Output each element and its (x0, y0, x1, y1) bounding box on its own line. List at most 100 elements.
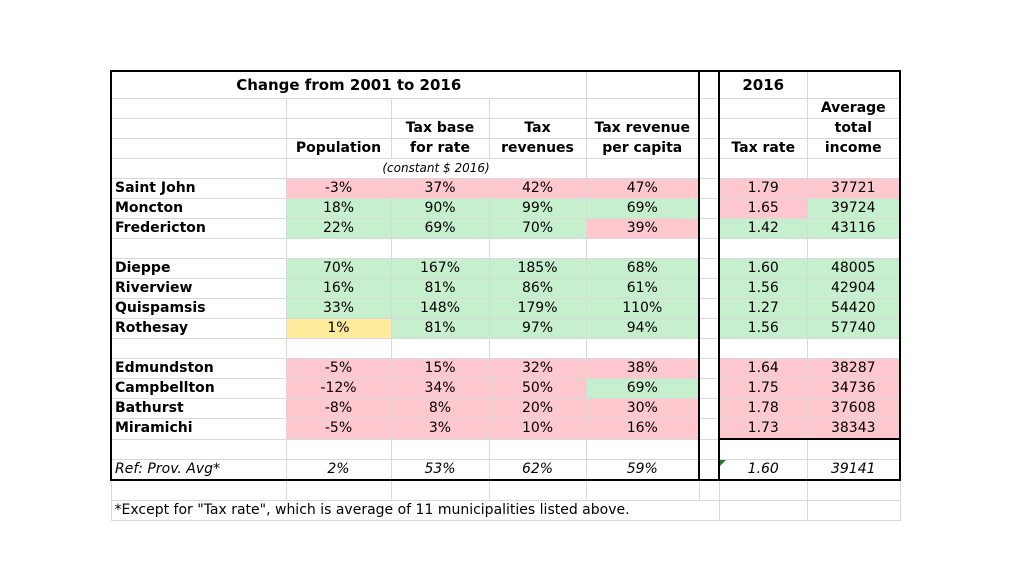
population-cell[interactable]: 70% (285, 258, 392, 279)
taxrev-cell[interactable]: 50% (488, 378, 587, 399)
taxbase-cell[interactable]: 3% (390, 418, 490, 440)
gap-cell[interactable] (698, 278, 720, 299)
percap-cell[interactable]: 30% (585, 398, 700, 419)
empty-cell[interactable] (718, 479, 808, 501)
empty-cell[interactable] (698, 479, 720, 501)
percap-cell[interactable]: 39% (585, 218, 700, 239)
income-cell[interactable]: 57740 (806, 318, 901, 339)
empty-cell[interactable] (390, 479, 490, 501)
col-percap-line1[interactable]: Tax revenue (585, 118, 700, 139)
row-name[interactable]: Saint John (110, 178, 287, 199)
empty-cell[interactable] (110, 479, 287, 501)
gap-cell[interactable] (698, 178, 720, 199)
gap-cell[interactable] (698, 378, 720, 399)
gap-cell[interactable] (698, 98, 720, 119)
taxrate-cell[interactable]: 1.75 (718, 378, 808, 399)
empty-cell[interactable] (806, 158, 901, 179)
col-population[interactable]: Population (285, 138, 392, 159)
gap-cell[interactable] (698, 118, 720, 139)
taxbase-cell[interactable]: 167% (390, 258, 490, 279)
empty-cell[interactable] (585, 438, 700, 460)
empty-cell[interactable] (285, 438, 392, 460)
empty-cell[interactable] (488, 338, 587, 359)
taxbase-cell[interactable]: 69% (390, 218, 490, 239)
ref-taxbase-cell[interactable]: 53% (390, 459, 490, 481)
empty-cell[interactable] (285, 118, 392, 139)
col-taxbase-line1[interactable]: Tax base (390, 118, 490, 139)
col-taxrev-line1[interactable]: Tax (488, 118, 587, 139)
taxbase-cell[interactable]: 34% (390, 378, 490, 399)
empty-cell[interactable] (390, 338, 490, 359)
empty-cell[interactable] (585, 70, 700, 99)
empty-cell[interactable] (718, 238, 808, 259)
taxrate-cell[interactable]: 1.56 (718, 318, 808, 339)
income-cell[interactable]: 38343 (806, 418, 901, 440)
gap-cell[interactable] (698, 418, 720, 440)
col-percap-line2[interactable]: per capita (585, 138, 700, 159)
empty-cell[interactable] (285, 98, 392, 119)
taxrate-cell[interactable]: 1.78 (718, 398, 808, 419)
population-cell[interactable]: 16% (285, 278, 392, 299)
percap-cell[interactable]: 69% (585, 378, 700, 399)
empty-cell[interactable] (390, 438, 490, 460)
income-cell[interactable]: 37721 (806, 178, 901, 199)
empty-cell[interactable] (488, 98, 587, 119)
taxrate-cell[interactable]: 1.56 (718, 278, 808, 299)
footnote[interactable]: *Except for "Tax rate", which is average… (110, 500, 720, 521)
empty-cell[interactable] (806, 438, 901, 460)
empty-cell[interactable] (110, 138, 287, 159)
gap-cell[interactable] (698, 318, 720, 339)
percap-cell[interactable]: 68% (585, 258, 700, 279)
population-cell[interactable]: -12% (285, 378, 392, 399)
empty-cell[interactable] (110, 158, 287, 179)
empty-cell[interactable] (110, 438, 287, 460)
taxrev-cell[interactable]: 70% (488, 218, 587, 239)
empty-cell[interactable] (110, 238, 287, 259)
gap-cell[interactable] (698, 138, 720, 159)
empty-cell[interactable] (806, 238, 901, 259)
income-cell[interactable]: 38287 (806, 358, 901, 379)
empty-cell[interactable] (585, 338, 700, 359)
taxbase-cell[interactable]: 37% (390, 178, 490, 199)
gap-cell[interactable] (698, 198, 720, 219)
row-name[interactable]: Riverview (110, 278, 287, 299)
gap-cell[interactable] (698, 158, 720, 179)
empty-cell[interactable] (806, 70, 901, 99)
gap-cell[interactable] (698, 70, 720, 99)
percap-cell[interactable]: 110% (585, 298, 700, 319)
taxrate-cell[interactable]: 1.73 (718, 418, 808, 440)
col-income-line2[interactable]: total (806, 118, 901, 139)
population-cell[interactable]: 33% (285, 298, 392, 319)
percap-cell[interactable]: 16% (585, 418, 700, 440)
gap-cell[interactable] (698, 358, 720, 379)
year-title[interactable]: 2016 (718, 70, 808, 99)
taxbase-cell[interactable]: 81% (390, 278, 490, 299)
col-taxrev-line2[interactable]: revenues (488, 138, 587, 159)
row-name[interactable]: Rothesay (110, 318, 287, 339)
taxrev-cell[interactable]: 86% (488, 278, 587, 299)
taxrev-cell[interactable]: 32% (488, 358, 587, 379)
col-income-line3[interactable]: income (806, 138, 901, 159)
empty-cell[interactable] (718, 118, 808, 139)
empty-cell[interactable] (718, 438, 808, 460)
gap-cell[interactable] (698, 398, 720, 419)
ref-taxrate-cell[interactable]: 1.60 (718, 459, 808, 481)
row-name[interactable]: Moncton (110, 198, 287, 219)
empty-cell[interactable] (718, 158, 808, 179)
taxrate-cell[interactable]: 1.65 (718, 198, 808, 219)
income-cell[interactable]: 48005 (806, 258, 901, 279)
empty-cell[interactable] (488, 479, 587, 501)
population-cell[interactable]: 18% (285, 198, 392, 219)
empty-cell[interactable] (806, 479, 901, 501)
col-taxbase-line2[interactable]: for rate (390, 138, 490, 159)
empty-cell[interactable] (806, 500, 901, 521)
empty-cell[interactable] (585, 238, 700, 259)
taxbase-cell[interactable]: 8% (390, 398, 490, 419)
empty-cell[interactable] (285, 479, 392, 501)
row-name[interactable]: Campbellton (110, 378, 287, 399)
taxrate-cell[interactable]: 1.64 (718, 358, 808, 379)
empty-cell[interactable] (285, 338, 392, 359)
percap-cell[interactable]: 94% (585, 318, 700, 339)
constant-dollar-note[interactable]: (constant $ 2016) (285, 158, 587, 179)
income-cell[interactable]: 37608 (806, 398, 901, 419)
